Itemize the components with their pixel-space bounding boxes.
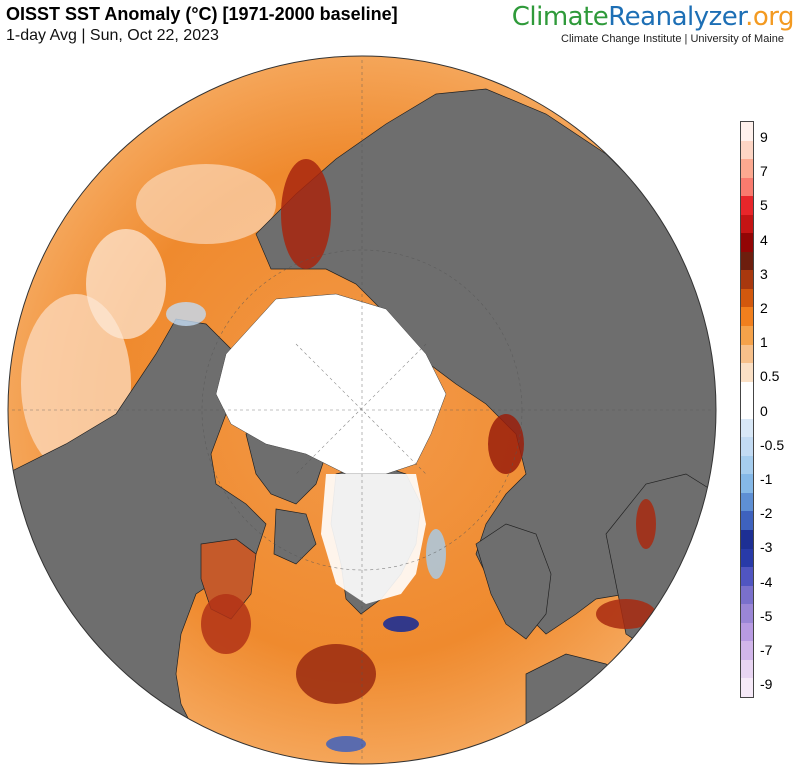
colorbar-segment <box>741 288 753 308</box>
warm-anomaly-hotspot <box>296 644 376 704</box>
colorbar-tick-label: 9 <box>760 129 768 145</box>
colorbar-segment <box>741 381 753 401</box>
colorbar-segment <box>741 344 753 364</box>
pale-anomaly-patch <box>86 229 166 339</box>
colorbar-segment <box>741 511 753 531</box>
colorbar-tick-label: -0.5 <box>760 436 785 453</box>
colorbar-tick-label: 0.5 <box>760 368 780 385</box>
pale-anomaly-patch <box>136 164 276 244</box>
colorbar-segment <box>741 567 753 586</box>
colorbar-segment <box>741 492 753 512</box>
warm-anomaly-hotspot <box>636 499 656 549</box>
colorbar-segment <box>741 270 753 289</box>
colorbar-tick-label: 7 <box>760 163 768 180</box>
colorbar-segment <box>741 400 753 419</box>
warm-anomaly-hotspot <box>201 594 251 654</box>
colorbar-tick-label: 3 <box>760 265 768 282</box>
colorbar-segment <box>741 159 753 178</box>
colorbar-segment <box>741 196 753 215</box>
colorbar-segment <box>741 622 753 642</box>
colorbar-tick-label: 4 <box>760 231 768 248</box>
warm-anomaly-hotspot <box>281 159 331 269</box>
anomaly-colorbar <box>740 121 754 698</box>
cool-anomaly-patch <box>426 529 446 579</box>
colorbar-tick-label: -5 <box>760 607 773 624</box>
colorbar-segment <box>741 604 753 623</box>
graticule <box>12 60 712 760</box>
colorbar-segment <box>741 437 753 456</box>
logo-part-reanalyzer: Reanalyzer <box>608 2 746 32</box>
map-title: OISST SST Anomaly (°C) [1971-2000 baseli… <box>6 4 398 24</box>
colorbar-tick-label: -4 <box>760 573 773 590</box>
colorbar-tick-label: 2 <box>760 300 768 316</box>
logo-part-org: .org <box>745 2 794 32</box>
colorbar-segment <box>741 678 753 697</box>
colorbar-tick-label: -1 <box>760 471 773 487</box>
colorbar-segment <box>741 585 753 605</box>
colorbar-segment <box>741 548 753 568</box>
warm-anomaly-hotspot <box>596 599 656 629</box>
colorbar-segment <box>741 233 753 252</box>
colorbar-tick-label: 0 <box>760 402 768 419</box>
colorbar-tick-label: -7 <box>760 642 773 658</box>
colorbar-tick-label: 5 <box>760 197 768 214</box>
brand-tagline: Climate Change Institute | University of… <box>561 33 784 45</box>
colorbar-tick-label: -2 <box>760 505 773 522</box>
colorbar-segment <box>741 474 753 493</box>
cool-anomaly-patch <box>326 736 366 752</box>
colorbar-segment <box>741 307 753 327</box>
polar-sst-anomaly-map <box>7 55 717 765</box>
cool-anomaly-patch <box>383 616 419 632</box>
colorbar-segment <box>741 122 753 141</box>
sea-ice-edge <box>321 474 426 604</box>
cool-anomaly-patch <box>166 302 206 326</box>
colorbar-segment <box>741 530 753 549</box>
colorbar-tick-label: -9 <box>760 676 773 693</box>
land-scandinavia <box>475 523 552 640</box>
colorbar-segment <box>741 251 753 271</box>
colorbar-segment <box>741 659 753 679</box>
colorbar-segment <box>741 641 753 660</box>
warm-anomaly-hotspot <box>488 414 524 474</box>
colorbar-segment <box>741 214 753 234</box>
logo-part-climate: Climate <box>511 2 609 32</box>
colorbar-tick-label: 1 <box>760 334 768 351</box>
colorbar-segment <box>741 140 753 160</box>
colorbar-segment <box>741 326 753 345</box>
colorbar-segment <box>741 363 753 382</box>
climate-reanalyzer-logo[interactable]: ClimateReanalyzer.org <box>511 2 795 32</box>
land-europe <box>525 653 667 764</box>
globe-outline <box>7 55 717 765</box>
colorbar-segment <box>741 418 753 438</box>
colorbar-tick-label: -3 <box>760 539 773 556</box>
colorbar-segment <box>741 177 753 197</box>
colorbar-segment <box>741 455 753 475</box>
map-subtitle: 1-day Avg | Sun, Oct 22, 2023 <box>6 27 219 44</box>
